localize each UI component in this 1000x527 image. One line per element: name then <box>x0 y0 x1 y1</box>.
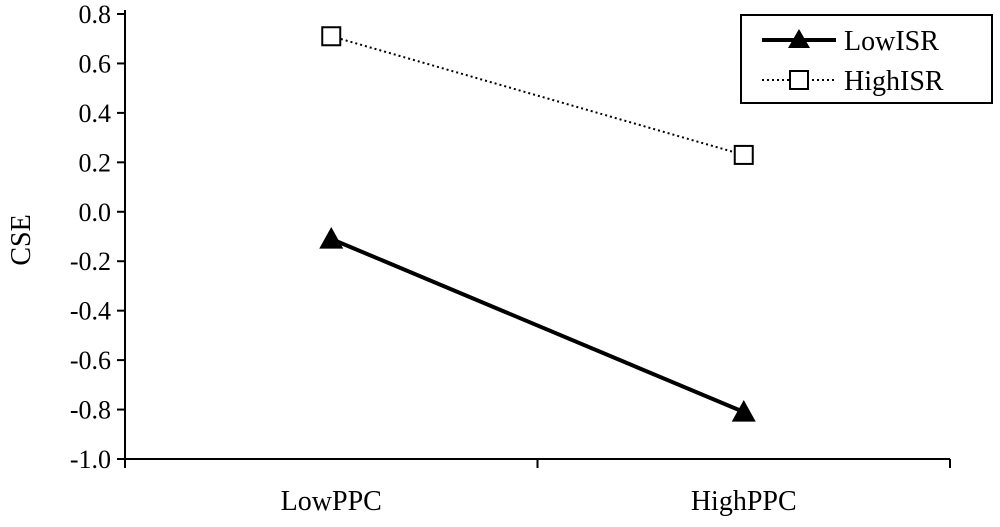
legend-marker-lowisr <box>788 29 810 48</box>
legend-label-lowisr: LowISR <box>844 26 939 57</box>
series-point-highisr <box>321 26 342 47</box>
x-tick-label: HighPPC <box>691 486 797 517</box>
y-axis-title: CSE <box>6 214 37 265</box>
y-tick-label: 0.2 <box>79 148 112 177</box>
y-tick-label: 0.0 <box>79 198 112 227</box>
y-tick-label: -0.4 <box>70 297 111 326</box>
y-tick-label: -0.6 <box>70 346 111 375</box>
legend-box <box>740 14 993 104</box>
x-tick-label: LowPPC <box>281 486 382 517</box>
legend-label-highisr: HighISR <box>844 66 944 97</box>
series-layer <box>319 26 756 422</box>
y-tick-label: 0.8 <box>79 0 112 29</box>
series-point-highisr <box>733 144 754 165</box>
y-ticks: 0.8 0.6 0.4 0.2 0.0 -0.2 -0.4 -0.6 -0.8 -1.0 <box>70 0 125 474</box>
series-point-lowisr <box>731 400 756 422</box>
y-tick-label: -1.0 <box>70 445 111 474</box>
series-point-lowisr <box>319 226 344 249</box>
y-tick-label: 0.6 <box>79 49 112 78</box>
x-ticks: LowPPC HighPPC <box>124 459 951 517</box>
legend-marker-highisr <box>789 70 809 90</box>
y-tick-label: 0.4 <box>79 99 112 128</box>
y-tick-label: -0.8 <box>70 396 111 425</box>
y-tick-label: -0.2 <box>70 247 111 276</box>
series-line-highisr <box>330 35 745 156</box>
legend: LowISR HighISR <box>740 14 993 104</box>
series-line-lowisr <box>330 237 745 414</box>
